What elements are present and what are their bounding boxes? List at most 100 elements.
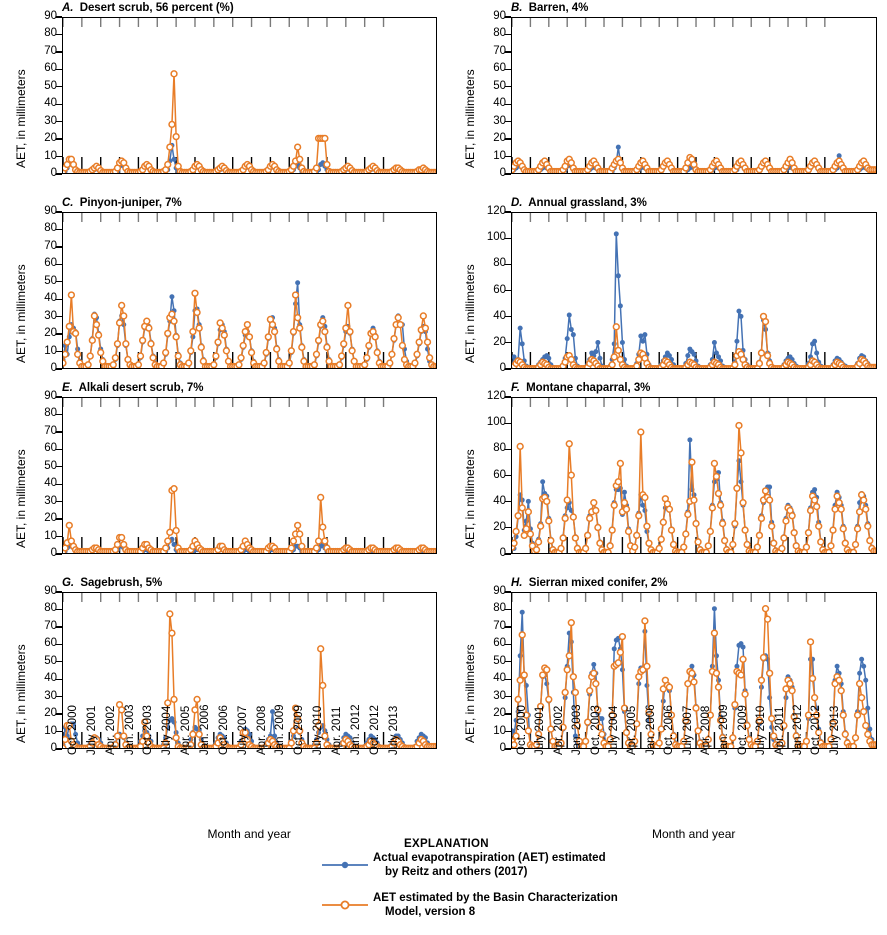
y-tick-label-b-50: 50 [493,79,506,92]
plot-area-b [511,17,877,174]
x-tick-label-g-9: July 2007 [236,705,249,755]
y-tick-label-c-60: 60 [44,257,57,270]
y-tick-label-g-80: 80 [44,602,57,615]
plot-area-g [62,592,437,749]
legend-label-2-line1: AET estimated by the Basin Characterizat… [373,892,618,904]
panel-letter-f: F. [511,382,520,394]
y-tick-mark-b-40 [505,103,511,105]
y-tick-label-b-30: 30 [493,114,506,127]
y-tick-mark-e-10 [56,535,62,538]
x-tick-label-g-5: July 2004 [161,705,174,755]
y-tick-label-b-0: 0 [499,167,506,179]
y-tick-label-d-20: 20 [493,335,506,348]
y-tick-label-b-60: 60 [493,62,506,75]
y-tick-mark-a-90 [56,16,62,18]
legend-label-1-line2: by Reitz and others (2017) [385,866,528,878]
y-tick-label-h-40: 40 [493,672,506,685]
x-tick-label-g-6: Apr. 2005 [180,705,193,755]
y-tick-mark-b-30 [505,121,511,123]
y-tick-mark-g-50 [56,661,62,663]
y-axis-label-c: AET, in millimeters [14,264,28,363]
y-tick-label-g-50: 50 [44,654,57,667]
y-tick-mark-c-70 [56,246,62,248]
y-tick-mark-c-30 [56,316,62,318]
y-tick-mark-h-10 [505,730,511,733]
plot-area-e [62,397,437,554]
x-tick-label-g-13: July 2010 [312,705,325,755]
y-tick-mark-b-90 [505,16,511,18]
panel-title-a: A. Desert scrub, 56 percent (%) [62,2,234,14]
y-tick-label-c-50: 50 [44,274,57,287]
y-tick-label-a-10: 10 [44,149,57,162]
y-tick-mark-f-0 [505,553,511,555]
y-tick-mark-a-30 [56,121,62,123]
y-tick-mark-d-80 [505,263,511,265]
y-tick-label-h-30: 30 [493,689,506,702]
y-tick-label-d-40: 40 [493,309,506,322]
y-tick-mark-g-0 [56,748,62,750]
y-tick-label-a-20: 20 [44,132,57,145]
series-canvas-d [512,213,876,368]
legend-marker-2 [322,898,368,910]
panel-title-h: H. Sierran mixed conifer, 2% [511,577,667,589]
y-tick-label-a-50: 50 [44,79,57,92]
y-tick-mark-c-10 [56,350,62,353]
y-tick-label-d-120: 120 [486,205,506,217]
x-tick-label-g-14: Apr. 2011 [330,706,343,755]
y-axis-label-a: AET, in millimeters [14,69,28,168]
x-axis-title-h: Month and year [652,827,736,841]
y-tick-mark-e-20 [56,518,62,520]
y-tick-mark-c-60 [56,263,62,265]
x-tick-label-g-17: July 2013 [387,705,400,755]
x-tick-label-h-10: Apr. 2008 [700,705,713,755]
y-tick-mark-c-0 [56,368,62,370]
x-tick-label-h-7: Jan. 2006 [644,704,657,755]
y-tick-mark-g-30 [56,696,62,698]
y-tick-mark-a-80 [56,33,62,36]
y-tick-label-d-80: 80 [493,257,506,270]
y-tick-mark-e-0 [56,553,62,555]
y-tick-mark-f-60 [505,474,511,477]
y-tick-label-c-30: 30 [44,309,57,322]
y-tick-label-h-60: 60 [493,637,506,650]
y-tick-label-g-40: 40 [44,672,57,685]
panel-title-text-a: Desert scrub, 56 percent (%) [73,2,234,14]
y-tick-label-c-0: 0 [50,362,57,374]
y-tick-mark-f-120 [505,396,511,398]
plot-area-f [511,397,877,554]
y-axis-label-g: AET, in millimeters [14,644,28,743]
y-tick-label-e-60: 60 [44,442,57,455]
y-tick-label-f-60: 60 [493,468,506,481]
y-tick-mark-c-90 [56,211,62,213]
y-tick-label-e-70: 70 [44,424,57,437]
y-tick-label-d-60: 60 [493,283,506,296]
y-tick-mark-f-20 [505,527,511,529]
x-tick-label-g-1: July 2001 [85,705,98,755]
y-tick-label-e-50: 50 [44,459,57,472]
x-tick-label-g-12: Oct. 2009 [293,705,306,755]
legend-marker-1 [322,858,368,870]
series-canvas-g [63,593,436,748]
y-axis-label-d: AET, in millimeters [463,264,477,363]
y-tick-mark-a-40 [56,103,62,105]
x-tick-label-h-15: Jan. 2012 [792,704,805,755]
x-tick-label-g-7: Jan. 2006 [198,704,211,755]
series-canvas-a [63,18,436,173]
y-tick-mark-e-50 [56,466,62,468]
y-tick-label-g-0: 0 [50,742,57,754]
y-tick-mark-d-40 [505,316,511,318]
y-axis-label-e: AET, in millimeters [14,449,28,548]
y-tick-label-h-10: 10 [493,724,506,737]
y-tick-label-h-20: 20 [493,707,506,720]
y-tick-label-h-0: 0 [499,742,506,754]
panel-title-e: E. Alkali desert scrub, 7% [62,382,203,394]
y-tick-mark-e-80 [56,413,62,416]
plot-area-d [511,212,877,369]
y-tick-label-a-0: 0 [50,167,57,179]
y-tick-label-g-60: 60 [44,637,57,650]
y-tick-mark-h-70 [505,626,511,628]
x-tick-label-h-4: Oct. 2003 [589,705,602,755]
panel-letter-a: A. [62,2,74,14]
y-tick-label-f-80: 80 [493,442,506,455]
y-tick-label-b-20: 20 [493,132,506,145]
